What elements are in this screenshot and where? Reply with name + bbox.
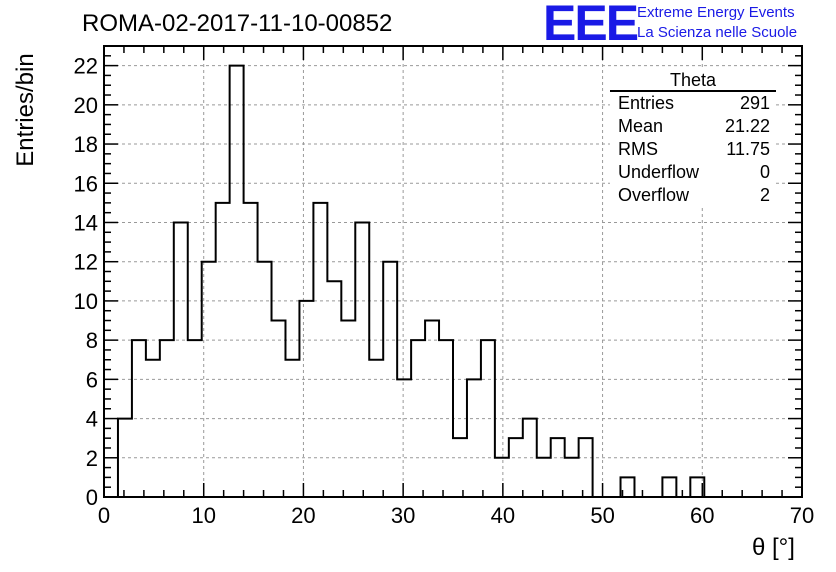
stats-row-underflow: Underflow 0 [610,161,776,184]
histogram-bin [662,477,676,497]
stats-box: Theta Entries 291 Mean 21.22 RMS 11.75 U… [610,70,776,207]
histogram-bin [313,203,327,497]
histogram-bin [467,379,481,497]
stats-value: 0 [759,162,770,182]
chart-title: ROMA-02-2017-11-10-00852 [82,10,393,37]
histogram-bin [285,360,299,497]
histogram-bin [341,321,355,497]
histogram-bin [299,301,313,497]
histogram-bin [579,438,593,497]
histogram-bin [495,458,509,497]
x-tick-label: 0 [98,503,110,528]
y-tick-label: 10 [74,289,98,314]
stats-value: 2 [759,185,770,205]
y-tick-label: 0 [86,485,98,510]
y-tick-label: 8 [86,328,98,353]
histogram-bin [272,321,286,497]
histogram-bin [258,262,272,497]
y-tick-label: 20 [74,93,98,118]
stats-value: 291 [739,93,770,113]
stats-row-rms: RMS 11.75 [610,138,776,161]
y-tick-label: 18 [74,132,98,157]
histogram-bin [565,458,579,497]
stats-label: Entries [618,93,675,113]
x-tick-label: 10 [191,503,215,528]
stats-label: RMS [618,139,658,159]
x-tick-label: 40 [491,503,515,528]
logo-text-line2: La Scienza nelle Scuole [637,24,798,41]
histogram-bin [355,222,369,497]
histogram-bin [327,281,341,497]
y-tick-label: 16 [74,171,98,196]
x-tick-label: 20 [291,503,315,528]
stats-box-title: Theta [610,70,776,92]
eee-logo: EEE [543,0,639,51]
stats-row-mean: Mean 21.22 [610,115,776,138]
x-axis-label: θ [°] [752,534,795,561]
y-tick-label: 12 [74,250,98,275]
y-tick-label: 14 [74,210,98,235]
stats-label: Mean [618,116,664,136]
histogram-bin [174,222,188,497]
stats-value: 11.75 [726,139,770,159]
logo-text-line1: Extreme Energy Events [637,4,795,21]
histogram-bin [537,458,551,497]
stats-value: 21.22 [724,116,770,136]
stats-row-entries: Entries 291 [610,92,776,115]
histogram-bin [244,203,258,497]
histogram-bin [230,66,244,497]
x-tick-label: 50 [590,503,614,528]
stats-label: Underflow [618,162,700,182]
histogram-bin [425,321,439,497]
histogram-bin [509,438,523,497]
y-tick-label: 2 [86,446,98,471]
y-tick-label: 22 [74,54,98,79]
stats-row-overflow: Overflow 2 [610,184,776,207]
y-tick-label: 4 [86,407,98,432]
histogram-bin [551,438,565,497]
histogram-bin [383,262,397,497]
histogram-bin [369,360,383,497]
x-tick-label: 30 [391,503,415,528]
stats-label: Overflow [618,185,690,205]
histogram-bin [453,438,467,497]
x-tick-label: 70 [790,503,814,528]
histogram-bin [397,379,411,497]
histogram-bin [146,360,160,497]
y-axis-label: Entries/bin [12,53,39,167]
y-tick-label: 6 [86,367,98,392]
x-tick-label: 60 [690,503,714,528]
histogram-bin [216,203,230,497]
